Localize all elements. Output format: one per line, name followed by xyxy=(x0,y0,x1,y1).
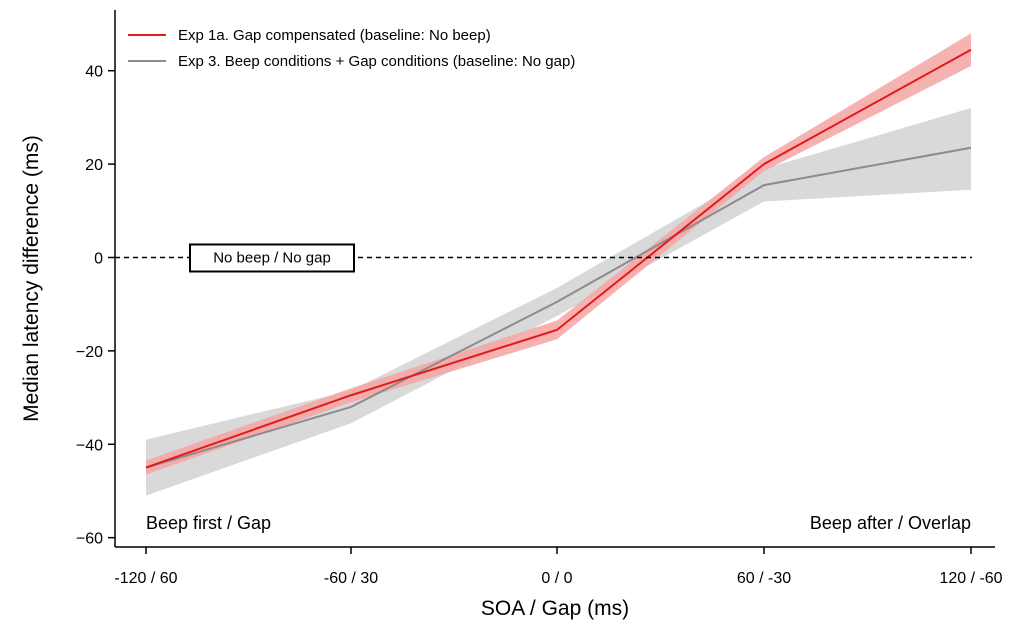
x-ticks: -120 / 60 -60 / 30 0 / 0 60 / -30 120 / -60 xyxy=(114,547,1003,587)
y-tick-label: 20 xyxy=(85,157,103,174)
x-tick-label: 0 / 0 xyxy=(541,570,572,587)
y-axis-title: Median latency difference (ms) xyxy=(20,135,43,422)
legend-label-series-2: Exp 3. Beep conditions + Gap conditions … xyxy=(178,53,575,70)
series-line-2 xyxy=(145,146,972,469)
x-axis-title: SOA / Gap (ms) xyxy=(481,597,629,620)
reference-label: No beep / No gap xyxy=(213,249,331,266)
series-lines xyxy=(145,48,972,469)
x-tick-label: 60 / -30 xyxy=(737,570,791,587)
y-tick-label: 0 xyxy=(94,250,103,267)
series-line-1 xyxy=(145,48,972,469)
y-tick-label: −40 xyxy=(76,437,103,454)
reference-label-box: No beep / No gap xyxy=(189,243,355,273)
x-tick-label: -60 / 30 xyxy=(324,570,378,587)
y-tick-label: 40 xyxy=(85,64,103,81)
x-tick-label: -120 / 60 xyxy=(114,570,177,587)
annotation-beep-first: Beep first / Gap xyxy=(146,513,271,533)
x-tick-label: 120 / -60 xyxy=(939,570,1002,587)
legend-label-series-1: Exp 1a. Gap compensated (baseline: No be… xyxy=(178,27,491,44)
y-tick-label: −60 xyxy=(76,531,103,548)
annotation-beep-after: Beep after / Overlap xyxy=(810,513,971,533)
y-ticks: −60 −40 −20 0 20 40 xyxy=(76,64,115,548)
y-tick-label: −20 xyxy=(76,344,103,361)
legend: Exp 1a. Gap compensated (baseline: No be… xyxy=(128,27,575,70)
